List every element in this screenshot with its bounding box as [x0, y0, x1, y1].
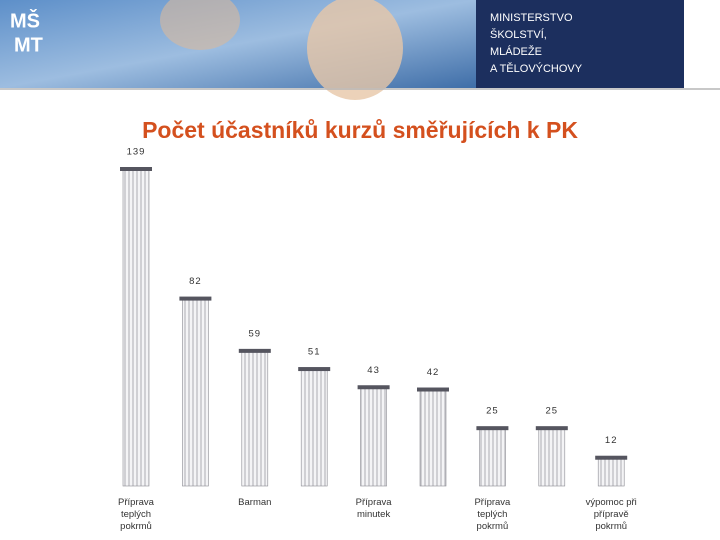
bar — [419, 390, 447, 487]
photo-face — [307, 0, 403, 100]
bar — [538, 428, 566, 487]
ministry-name: ŠKOLSTVÍ, — [490, 28, 547, 41]
value-label: 12 — [605, 435, 618, 446]
value-label: 139 — [127, 147, 146, 158]
bar — [597, 458, 625, 487]
value-label: 82 — [189, 276, 202, 287]
x-tick-label-box: výpomoc při přípravě pokrmů — [585, 497, 637, 532]
ministry-name: MLÁDEŽE — [490, 45, 542, 58]
pillar-cap — [476, 426, 509, 431]
x-tick-label-box: Příprava teplých pokrmů — [474, 497, 511, 532]
value-label: 25 — [486, 406, 499, 417]
x-tick-label-box: Příprava teplých pokrmů — [118, 497, 154, 532]
logo-text: MT — [14, 34, 43, 56]
bar — [360, 387, 387, 487]
pillar-cap — [357, 385, 390, 390]
x-tick-label-box: Barman — [238, 497, 272, 508]
pillar-cap — [298, 367, 331, 372]
ministry-name: MINISTERSTVO — [490, 12, 573, 24]
bar — [182, 299, 209, 487]
pillar-cap — [120, 167, 152, 171]
x-tick-label: Příprava teplých pokrmů — [118, 497, 154, 532]
bar — [122, 169, 150, 487]
x-tick-label: Příprava minutek — [355, 497, 392, 520]
header-logo-panel — [476, 0, 684, 88]
logo-text: MŠ — [10, 8, 40, 32]
value-label: 43 — [367, 365, 380, 376]
value-label: 59 — [249, 328, 262, 339]
value-label: 25 — [546, 406, 559, 417]
x-tick-label: výpomoc při přípravě pokrmů — [585, 497, 637, 532]
value-label: 51 — [308, 347, 321, 358]
x-tick-label: Příprava teplých pokrmů — [474, 497, 511, 532]
pillar-cap — [238, 348, 271, 353]
x-tick-label: Barman — [238, 497, 272, 508]
pillar-cap — [595, 455, 628, 460]
pillar-cap — [179, 296, 212, 301]
pillar-cap — [535, 426, 568, 431]
ministry-name: A TĚLOVÝCHOVY — [490, 62, 583, 75]
chart-title: Počet účastníků kurzů směřujících k PK — [142, 117, 578, 143]
x-tick-label-box: Příprava minutek — [355, 497, 392, 520]
pillar-cap — [417, 387, 449, 392]
value-label: 42 — [427, 367, 440, 378]
bar — [479, 428, 506, 487]
photo-face — [160, 0, 240, 50]
bar — [300, 369, 328, 487]
bar — [241, 351, 269, 487]
